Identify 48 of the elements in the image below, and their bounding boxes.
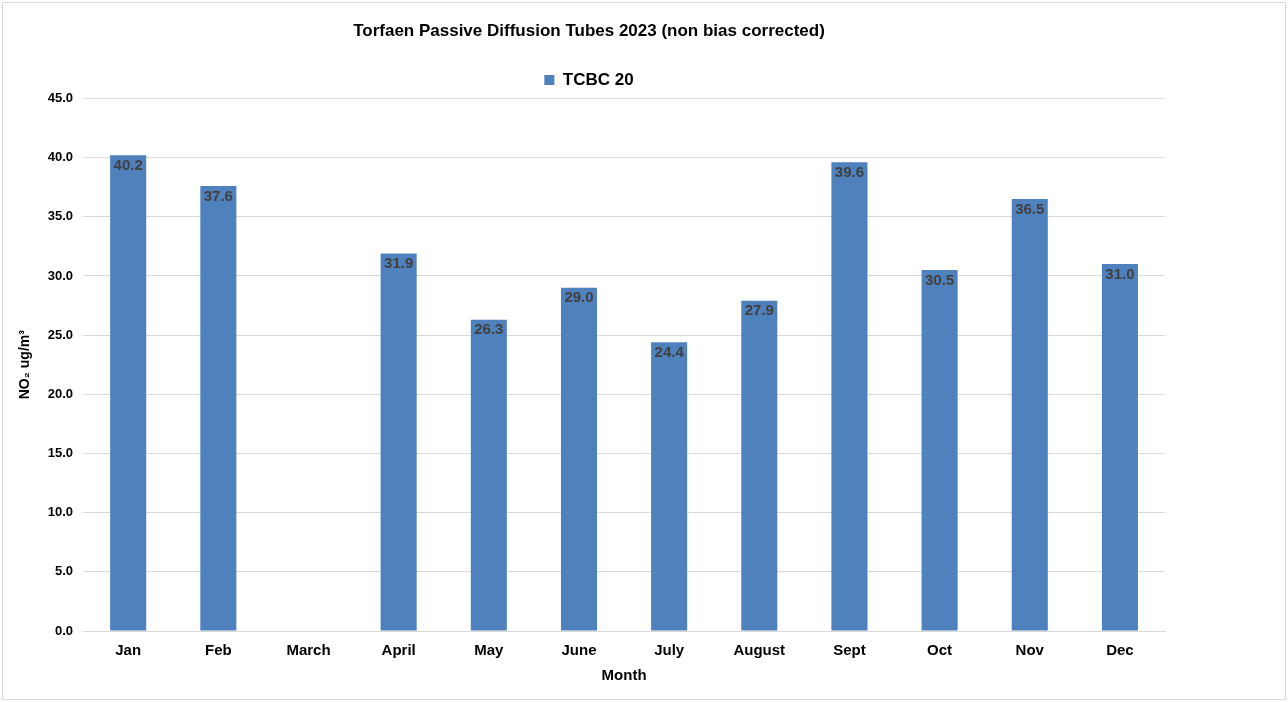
x-tick-label: Sept bbox=[833, 641, 866, 659]
x-tick-label: Jan bbox=[115, 641, 142, 659]
data-label: 26.3 bbox=[474, 320, 504, 338]
bar bbox=[380, 253, 417, 631]
data-label: 29.0 bbox=[564, 288, 594, 306]
x-tick-label: June bbox=[561, 641, 597, 659]
x-axis-title: Month bbox=[601, 666, 647, 684]
x-tick-label: July bbox=[654, 641, 685, 659]
data-label: 31.9 bbox=[384, 254, 414, 272]
bar bbox=[741, 300, 778, 631]
x-tick-label: Feb bbox=[205, 641, 232, 659]
bar bbox=[1011, 199, 1048, 631]
data-label: 31.0 bbox=[1105, 264, 1135, 282]
x-tick-label: Oct bbox=[927, 641, 953, 659]
y-axis-title: NO₂ ug/m³ bbox=[16, 329, 33, 400]
y-tick-label: 35.0 bbox=[47, 208, 74, 224]
x-tick-label: April bbox=[381, 641, 416, 659]
data-label: 37.6 bbox=[203, 186, 233, 204]
y-tick-label: 10.0 bbox=[47, 504, 74, 520]
y-tick-label: 0.0 bbox=[55, 622, 74, 638]
x-tick-label: March bbox=[286, 641, 331, 659]
bar bbox=[921, 270, 958, 631]
data-label: 36.5 bbox=[1015, 199, 1045, 217]
data-label: 30.5 bbox=[925, 270, 955, 288]
y-tick-label: 30.0 bbox=[47, 267, 74, 283]
bar bbox=[110, 155, 147, 631]
y-tick-label: 25.0 bbox=[47, 326, 74, 342]
data-label: 27.9 bbox=[744, 301, 774, 319]
bar bbox=[200, 185, 237, 631]
bar bbox=[470, 319, 507, 631]
x-tick-label: August bbox=[733, 641, 786, 659]
x-tick-label: Nov bbox=[1015, 641, 1045, 659]
legend-label: TCBC 20 bbox=[562, 69, 634, 89]
chart-title: Torfaen Passive Diffusion Tubes 2023 (non bias corrected) bbox=[353, 20, 825, 40]
x-tick-label: May bbox=[474, 641, 505, 659]
data-label: 40.2 bbox=[113, 155, 143, 173]
bar bbox=[560, 287, 597, 631]
y-tick-label: 40.0 bbox=[47, 149, 74, 165]
data-label: 39.6 bbox=[834, 162, 865, 180]
y-tick-label: 45.0 bbox=[47, 89, 74, 105]
bar bbox=[651, 342, 688, 631]
bar bbox=[1101, 264, 1138, 631]
bar bbox=[831, 162, 868, 631]
y-tick-label: 15.0 bbox=[47, 445, 74, 461]
y-tick-label: 20.0 bbox=[47, 385, 74, 401]
data-label: 24.4 bbox=[654, 342, 685, 360]
y-tick-label: 5.0 bbox=[55, 563, 74, 579]
x-tick-label: Dec bbox=[1106, 641, 1134, 659]
